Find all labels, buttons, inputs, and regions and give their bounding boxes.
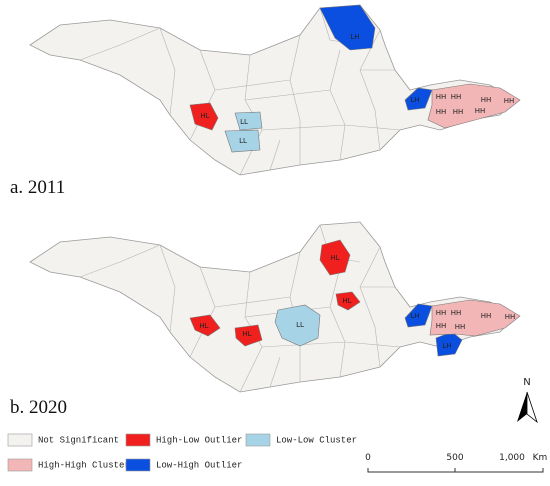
legend-swatch (7, 433, 33, 447)
region (427, 83, 521, 129)
region-label: HH (455, 323, 466, 331)
region (224, 129, 261, 153)
region-label: HL (242, 330, 251, 338)
region-label: HL (200, 112, 209, 120)
region-label: HH (475, 107, 486, 115)
region (274, 304, 321, 347)
region (404, 87, 433, 111)
region-label: LL (296, 321, 304, 329)
scale-tick: 500 (446, 453, 463, 463)
region (429, 299, 521, 337)
region-label: HH (451, 309, 462, 317)
panel-label: b. 2020 (10, 397, 67, 418)
region-label: LH (410, 312, 419, 320)
region-label: LL (240, 118, 248, 126)
region-label: LH (350, 33, 359, 41)
region-label: HH (436, 322, 447, 330)
region (404, 303, 433, 328)
region-label: HH (436, 309, 447, 317)
map-2011 (29, 4, 521, 176)
region-label: LL (239, 137, 247, 145)
region (335, 291, 361, 311)
legend-label: Low-Low Cluster (276, 435, 357, 445)
region-label: HH (481, 96, 492, 104)
region (319, 4, 376, 51)
region-label: HL (342, 297, 351, 305)
region (189, 102, 219, 131)
panel-label: a. 2011 (10, 177, 65, 198)
region-label: HH (436, 93, 447, 101)
region-label: HH (451, 93, 462, 101)
region-label: LH (442, 342, 451, 350)
legend-swatch (125, 433, 151, 447)
region (234, 111, 263, 131)
legend: Not Significant High-Low Outlier Low-Low C… (7, 433, 357, 472)
region-label: HL (330, 254, 339, 262)
scale-unit: Km (533, 453, 548, 463)
region-label: HH (481, 312, 492, 320)
map-2020-regions (189, 239, 521, 357)
legend-label: Low-High Outlier (156, 460, 242, 470)
legend-label: High-Low Outlier (156, 435, 242, 445)
legend-label: High-High Cluster (38, 460, 130, 470)
region-label: HH (453, 108, 464, 116)
region (234, 324, 263, 347)
north-label: N (523, 377, 530, 388)
region-label: HH (436, 108, 447, 116)
region-labels: LH HL LL LL LH HH HH HH HH HH HH HH HL H… (199, 33, 515, 350)
north-arrow: N (517, 377, 538, 424)
region-label: HH (504, 97, 515, 105)
region (319, 239, 351, 276)
region-label: HL (199, 322, 208, 330)
legend-label: Not Significant (38, 435, 119, 445)
legend-swatch (245, 433, 271, 447)
legend-swatch (7, 458, 33, 472)
legend-swatch (125, 458, 151, 472)
region-label: LH (410, 96, 419, 104)
region (189, 314, 221, 337)
scale-tick: 0 (365, 453, 371, 463)
scale-tick: 1,000 (499, 453, 525, 463)
scale-bar: 0 500 1,000 Km (365, 453, 548, 473)
region-label: HH (505, 313, 516, 321)
